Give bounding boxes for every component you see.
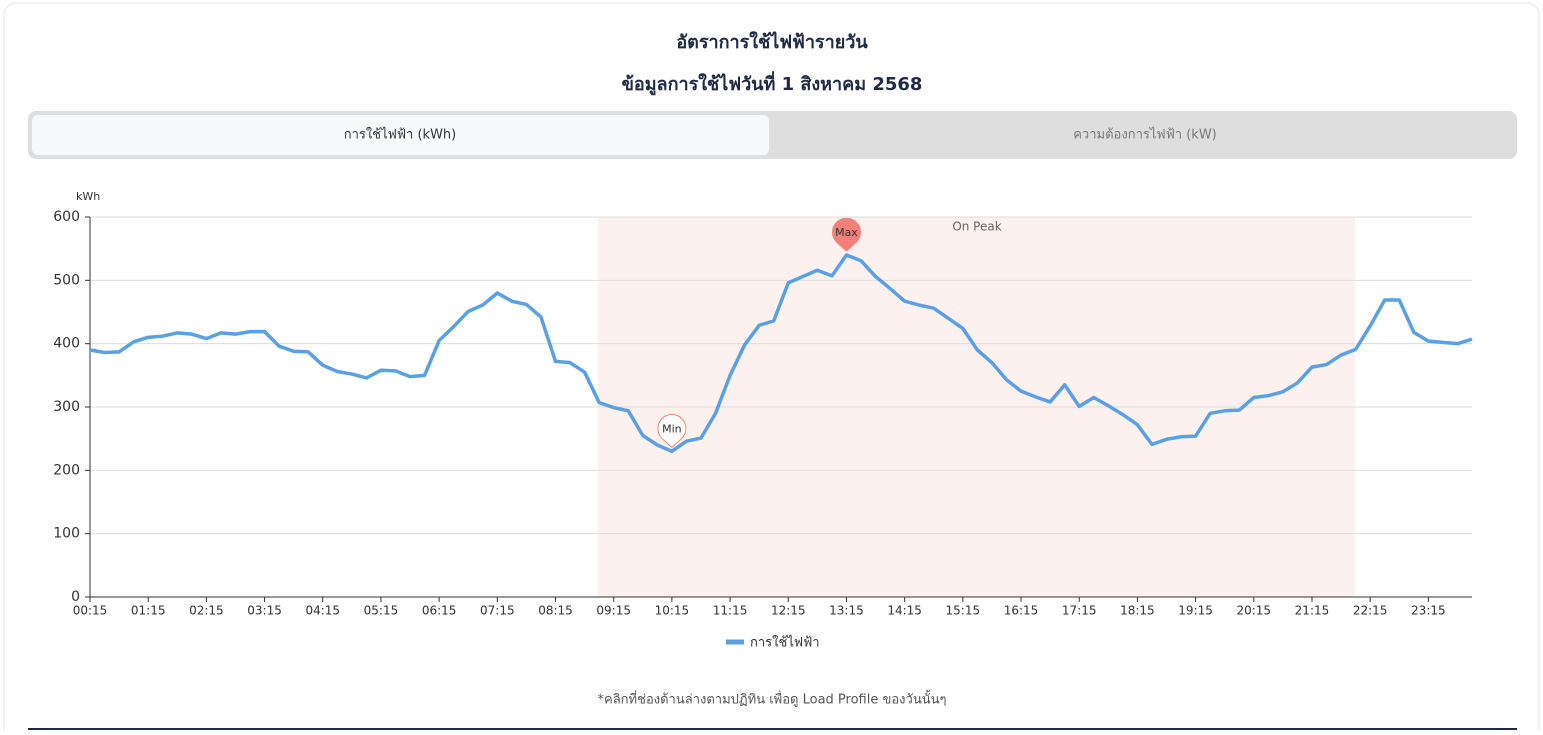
x-tick-label: 22:15 — [1353, 604, 1388, 618]
tab[interactable]: ความต้องการไฟฟ้า (kW) — [1073, 127, 1217, 143]
y-tick-label: 0 — [71, 589, 80, 605]
x-tick-label: 01:15 — [131, 604, 166, 618]
tab[interactable]: การใช้ไฟฟ้า (kWh) — [344, 127, 456, 143]
x-tick-label: 20:15 — [1236, 604, 1271, 618]
x-tick-label: 05:15 — [364, 604, 399, 618]
x-tick-label: 02:15 — [189, 604, 224, 618]
y-tick-label: 600 — [53, 209, 80, 225]
x-tick-label: 09:15 — [596, 604, 631, 618]
band-label: On Peak — [952, 220, 1001, 234]
x-tick-label: 19:15 — [1178, 604, 1213, 618]
x-tick-label: 06:15 — [422, 604, 457, 618]
legend-label: การใช้ไฟฟ้า — [750, 635, 820, 651]
x-tick-label: 23:15 — [1411, 604, 1446, 618]
y-tick-label: 400 — [53, 336, 80, 352]
y-tick-label: 100 — [53, 526, 80, 542]
x-tick-label: 14:15 — [887, 604, 922, 618]
x-tick-label: 08:15 — [538, 604, 573, 618]
x-tick-label: 13:15 — [829, 604, 864, 618]
x-tick-label: 11:15 — [713, 604, 748, 618]
pin-label: Min — [662, 422, 682, 435]
x-tick-label: 18:15 — [1120, 604, 1155, 618]
x-tick-label: 17:15 — [1062, 604, 1097, 618]
subtitle: ข้อมูลการใช้ไฟวันที่ 1 สิงหาคม 2568 — [622, 71, 923, 96]
x-tick-label: 21:15 — [1295, 604, 1330, 618]
x-tick-label: 03:15 — [247, 604, 282, 618]
pin-min — [657, 414, 687, 449]
data-line — [89, 253, 1473, 454]
footnote: *คลิกที่ช่องด้านล่างตามปฏิทิน เพื่อดู Lo… — [598, 690, 947, 708]
x-tick-label: 04:15 — [305, 604, 340, 618]
y-tick-label: 300 — [53, 399, 80, 415]
title: อัตราการใช้ไฟฟ้ารายวัน — [676, 31, 868, 53]
x-tick-label: 12:15 — [771, 604, 806, 618]
x-tick-label: 16:15 — [1004, 604, 1039, 618]
tab-active[interactable] — [32, 115, 769, 155]
y-tick-label: 200 — [53, 462, 80, 478]
x-tick-label: 10:15 — [655, 604, 690, 618]
x-tick-label: 00:15 — [73, 604, 108, 618]
y-tick-label: 500 — [53, 272, 80, 288]
x-tick-label: 07:15 — [480, 604, 515, 618]
pin-max — [832, 217, 861, 252]
pin-label: Max — [835, 226, 858, 239]
y-axis-label: kWh — [76, 190, 100, 203]
x-tick-label: 15:15 — [946, 604, 981, 618]
